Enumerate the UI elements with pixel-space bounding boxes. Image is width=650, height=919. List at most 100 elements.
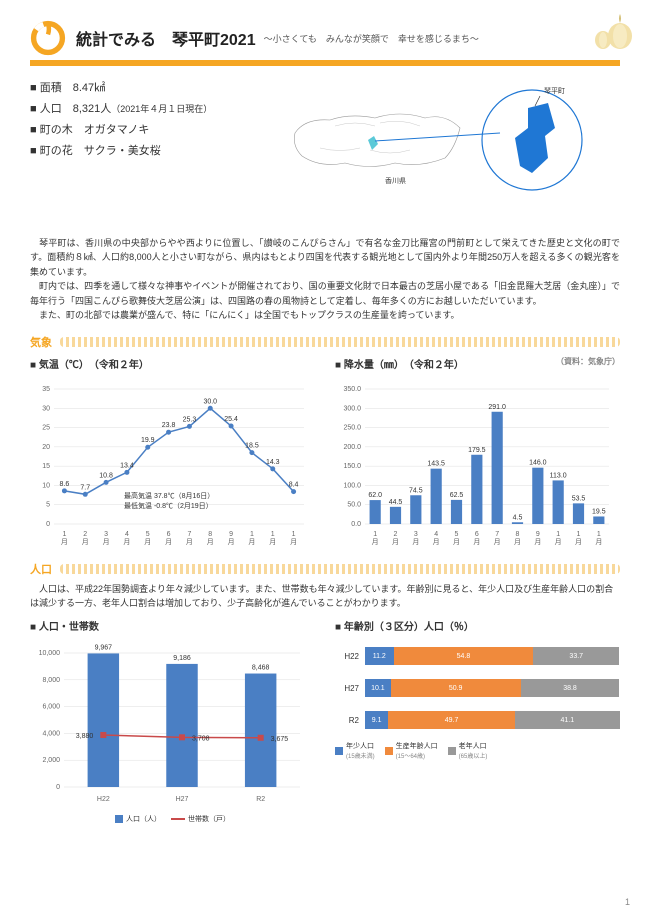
svg-text:月: 月 bbox=[186, 538, 193, 546]
svg-text:10.8: 10.8 bbox=[99, 473, 113, 480]
age-seg-young: 11.2 bbox=[365, 647, 394, 665]
age-bar-row: H22 11.2 54.8 33.7 bbox=[335, 645, 620, 667]
age-seg-working: 54.8 bbox=[394, 647, 534, 665]
weather-label: 気象 bbox=[30, 334, 52, 350]
desc-p2: 町内では、四季を通して様々な神事やイベントが開催されており、国の重要文化財で日本… bbox=[30, 279, 620, 308]
svg-text:8: 8 bbox=[516, 531, 520, 538]
header-divider bbox=[30, 60, 620, 66]
svg-text:月: 月 bbox=[534, 538, 541, 546]
svg-text:5: 5 bbox=[146, 531, 150, 538]
svg-text:1: 1 bbox=[250, 531, 254, 538]
svg-text:4.5: 4.5 bbox=[513, 515, 523, 522]
age-seg-working: 49.7 bbox=[388, 711, 515, 729]
svg-text:5: 5 bbox=[46, 502, 50, 509]
svg-text:月: 月 bbox=[494, 538, 501, 546]
svg-text:200.0: 200.0 bbox=[343, 444, 361, 451]
pref-label: 香川県 bbox=[385, 176, 406, 185]
pop-chart-title: ■ 人口・世帯数 bbox=[30, 618, 315, 633]
svg-text:月: 月 bbox=[248, 538, 255, 546]
svg-text:20: 20 bbox=[42, 444, 50, 451]
svg-text:25.3: 25.3 bbox=[183, 417, 197, 424]
dots-divider bbox=[60, 337, 620, 347]
svg-text:月: 月 bbox=[165, 538, 172, 546]
svg-text:146.0: 146.0 bbox=[529, 460, 547, 467]
legend-elderly-sub: (65歳以上) bbox=[459, 754, 488, 760]
svg-text:74.5: 74.5 bbox=[409, 488, 423, 495]
precipitation-chart: ■ 降水量（㎜） （令和２年） （資料：気象庁） 0.050.0100.0150… bbox=[335, 356, 620, 553]
svg-text:1: 1 bbox=[62, 531, 66, 538]
age-seg-working: 50.9 bbox=[391, 679, 521, 697]
svg-text:23.8: 23.8 bbox=[162, 423, 176, 430]
svg-text:10,000: 10,000 bbox=[39, 650, 61, 657]
svg-text:5: 5 bbox=[455, 531, 459, 538]
age-seg-young: 10.1 bbox=[365, 679, 391, 697]
svg-text:25: 25 bbox=[42, 425, 50, 432]
age-distribution-chart: ■ 年齢別（３区分）人口（％） H22 11.2 54.8 33.7 H27 1… bbox=[335, 618, 620, 824]
svg-text:月: 月 bbox=[575, 538, 582, 546]
svg-text:1: 1 bbox=[597, 531, 601, 538]
population-charts: ■ 人口・世帯数 02,0004,0006,0008,00010,0009,96… bbox=[30, 618, 620, 824]
temp-title: ■ 気温（℃） （令和２年） bbox=[30, 356, 315, 371]
svg-text:4: 4 bbox=[434, 531, 438, 538]
svg-text:1: 1 bbox=[577, 531, 581, 538]
svg-text:3: 3 bbox=[104, 531, 108, 538]
svg-text:月: 月 bbox=[433, 538, 440, 546]
age-legend: 年少人口(15歳未満) 生産年齢人口(15〜64歳) 老年人口(65歳以上) bbox=[335, 741, 620, 760]
svg-text:月: 月 bbox=[269, 538, 276, 546]
svg-text:0.0: 0.0 bbox=[351, 521, 361, 528]
svg-text:150.0: 150.0 bbox=[343, 463, 361, 470]
tree-label: ■ 町の木 bbox=[30, 124, 73, 136]
town-description: 琴平町は、香川県の中央部からやや西よりに位置し、「讃岐のこんぴらさん」で有名な金… bbox=[30, 236, 620, 322]
svg-text:月: 月 bbox=[514, 538, 521, 546]
svg-text:30: 30 bbox=[42, 406, 50, 413]
svg-text:179.5: 179.5 bbox=[468, 447, 486, 454]
svg-text:月: 月 bbox=[392, 538, 399, 546]
pop-value: 8,321人 bbox=[73, 103, 112, 115]
svg-text:8: 8 bbox=[208, 531, 212, 538]
svg-text:2: 2 bbox=[83, 531, 87, 538]
svg-text:8,000: 8,000 bbox=[42, 677, 60, 684]
svg-text:250.0: 250.0 bbox=[343, 425, 361, 432]
svg-text:月: 月 bbox=[473, 538, 480, 546]
svg-text:8.4: 8.4 bbox=[289, 482, 299, 489]
weather-charts: ■ 気温（℃） （令和２年） 051015202530358.61月7.72月1… bbox=[30, 356, 620, 553]
age-seg-elderly: 33.7 bbox=[533, 647, 619, 665]
svg-text:6: 6 bbox=[475, 531, 479, 538]
svg-text:3,675: 3,675 bbox=[271, 736, 289, 743]
svg-text:9,186: 9,186 bbox=[173, 655, 191, 662]
svg-text:14.3: 14.3 bbox=[266, 459, 280, 466]
facts-and-map: ■ 面積 8.47㎢ ■ 人口 8,321人（2021年４月１日現在） ■ 町の… bbox=[30, 78, 620, 228]
page-title: 統計でみる 琴平町2021 bbox=[76, 26, 256, 50]
svg-text:1: 1 bbox=[373, 531, 377, 538]
weather-heading: 気象 bbox=[30, 334, 620, 350]
svg-text:143.5: 143.5 bbox=[427, 461, 445, 468]
svg-text:H27: H27 bbox=[176, 796, 189, 803]
desc-p1: 琴平町は、香川県の中央部からやや西よりに位置し、「讃岐のこんぴらさん」で有名な金… bbox=[30, 236, 620, 279]
svg-text:113.0: 113.0 bbox=[550, 473, 567, 480]
svg-text:月: 月 bbox=[144, 538, 151, 546]
svg-text:月: 月 bbox=[61, 538, 68, 546]
precip-title: ■ 降水量（㎜） （令和２年） bbox=[335, 360, 464, 371]
svg-text:19.5: 19.5 bbox=[592, 509, 606, 516]
svg-text:1: 1 bbox=[292, 531, 296, 538]
legend-elderly: 老年人口 bbox=[459, 743, 487, 750]
location-map: 香川県 琴平町 bbox=[280, 78, 620, 228]
svg-text:R2: R2 bbox=[256, 796, 265, 803]
svg-text:7: 7 bbox=[187, 531, 191, 538]
svg-text:4,000: 4,000 bbox=[42, 731, 60, 738]
age-year-label: H27 bbox=[335, 684, 365, 693]
svg-text:2,000: 2,000 bbox=[42, 758, 60, 765]
svg-text:9,967: 9,967 bbox=[95, 645, 113, 652]
pop-legend: 人口（人） 世帯数（戸） bbox=[30, 814, 315, 824]
svg-text:月: 月 bbox=[123, 538, 130, 546]
svg-text:44.5: 44.5 bbox=[389, 499, 403, 506]
svg-text:月: 月 bbox=[453, 538, 460, 546]
svg-text:2: 2 bbox=[394, 531, 398, 538]
svg-text:6: 6 bbox=[167, 531, 171, 538]
svg-text:350.0: 350.0 bbox=[343, 386, 361, 393]
population-caption: 人口は、平成22年国勢調査より年々減少しています。また、世帯数も年々減少していま… bbox=[30, 583, 620, 610]
page-header: 統計でみる 琴平町2021 〜小さくても みんなが笑顔で 幸せを感じるまち〜 bbox=[30, 20, 620, 56]
svg-text:月: 月 bbox=[82, 538, 89, 546]
legend-hh: 世帯数（戸） bbox=[188, 814, 230, 824]
svg-text:3,880: 3,880 bbox=[76, 733, 94, 740]
